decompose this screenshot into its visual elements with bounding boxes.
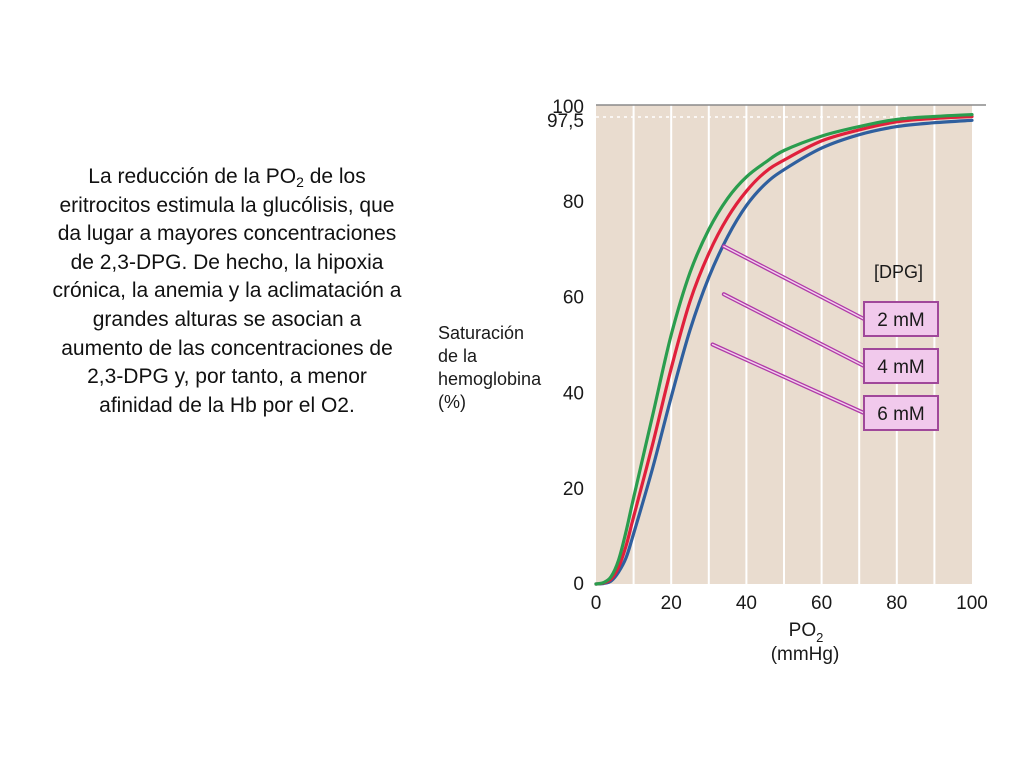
- legend-box: [863, 301, 939, 337]
- legend-pointer-highlight: [711, 343, 865, 414]
- x-tick-label: 20: [661, 593, 682, 614]
- grid-layer: [596, 104, 986, 584]
- legend-label: 2 mM: [877, 310, 925, 331]
- legend-label: 4 mM: [877, 357, 925, 378]
- x-axis-label: PO2: [789, 620, 824, 645]
- series-layer: [594, 113, 974, 586]
- legend-label: 6 mM: [877, 404, 925, 425]
- paragraph-rest: de los eritrocitos estimula la glucólisi…: [52, 165, 402, 417]
- y-tick-label: 100: [552, 97, 584, 118]
- x-axis-unit: (mmHg): [771, 644, 840, 665]
- series-line-6-mm: [594, 118, 974, 586]
- y-tick-label: 40: [563, 383, 584, 404]
- legend-pointer-highlight: [723, 245, 865, 320]
- series-line-4-mm: [594, 114, 974, 586]
- paragraph-start: La reducción de la PO: [88, 165, 297, 188]
- legend-pointer-highlight: [723, 293, 865, 367]
- label-layer: Saturación de la hemoglobina (%) PO2(mmHg): [438, 323, 839, 665]
- slide-paragraph: La reducción de la PO2 de los eritrocito…: [52, 163, 402, 420]
- x-tick-label: 40: [736, 593, 757, 614]
- legend-layer: [DPG] 2 mM 4 mM 6 mM: [710, 244, 939, 431]
- legend-title: [DPG]: [874, 262, 923, 282]
- x-tick-label: 0: [591, 593, 602, 614]
- y-tick-label: 97,5: [547, 111, 584, 132]
- y-axis-label-line: hemoglobina: [438, 369, 542, 389]
- legend-box: [863, 348, 939, 384]
- y-tick-label: 20: [563, 479, 584, 500]
- x-tick-label: 60: [811, 593, 832, 614]
- series-line-2-mm: [594, 113, 974, 586]
- y-axis-label-line: (%): [438, 392, 466, 412]
- paragraph-subscript: 2: [296, 174, 304, 190]
- y-tick-label: 60: [563, 288, 584, 309]
- x-tick-label: 80: [886, 593, 907, 614]
- legend-box: [863, 395, 939, 431]
- x-tick-label: 100: [956, 593, 988, 614]
- y-axis-label-line: de la: [438, 346, 478, 366]
- y-tick-label: 80: [563, 192, 584, 213]
- y-axis-label-line: Saturación: [438, 323, 524, 343]
- y-tick-label: 0: [573, 574, 584, 595]
